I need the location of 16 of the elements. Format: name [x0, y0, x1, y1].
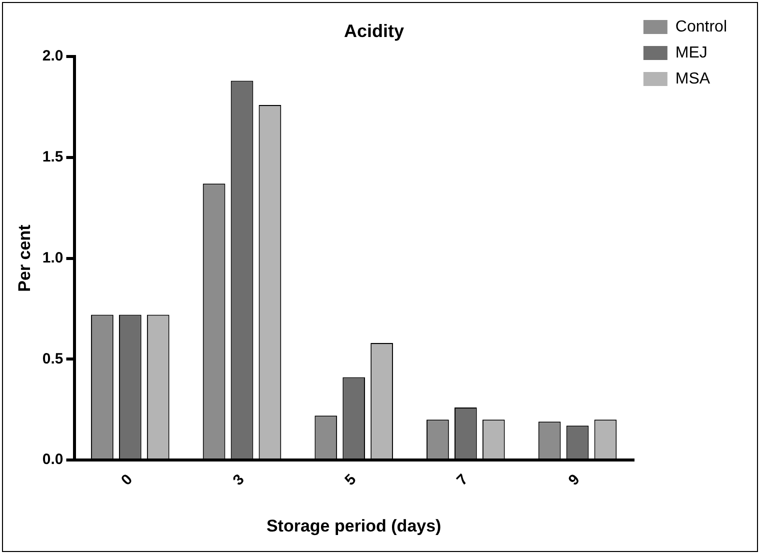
y-tick-label: 0.0 [42, 451, 64, 468]
y-axis-title: Per cent [14, 224, 34, 292]
x-tick-label: 7 [454, 471, 472, 489]
y-tick-label: 0.5 [42, 350, 64, 368]
x-axis-title: Storage period (days) [266, 516, 442, 536]
legend-label: MSA [675, 70, 710, 88]
legend-label: Control [675, 18, 727, 36]
legend-label: MEJ [675, 44, 708, 62]
y-tick-label: 1.5 [42, 148, 64, 166]
x-tick-label: 0 [118, 471, 136, 489]
y-tick-label: 2.0 [42, 48, 64, 65]
y-tick-label: 1.0 [42, 249, 64, 266]
x-tick-label: 3 [230, 471, 248, 489]
x-tick-label: 9 [565, 471, 584, 489]
chart-title: Acidity [344, 20, 404, 41]
x-tick-label: 5 [342, 471, 360, 489]
